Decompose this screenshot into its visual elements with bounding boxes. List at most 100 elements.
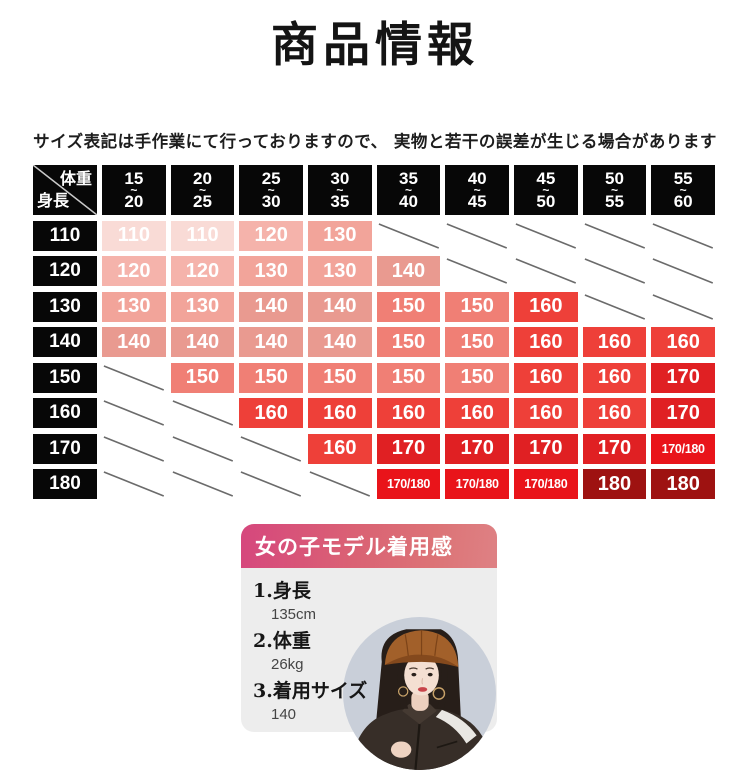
size-cell: 170	[514, 433, 578, 464]
size-cell-empty	[651, 256, 715, 286]
size-cell: 160	[582, 398, 647, 428]
size-cell: 150	[308, 362, 372, 393]
size-cell-empty	[582, 256, 647, 286]
size-cell: 160	[514, 291, 578, 322]
size-cell-empty	[582, 291, 647, 322]
diagonal-strike-icon	[239, 434, 303, 464]
size-cell: 140	[376, 256, 441, 286]
col-header-weight: 40 ~45	[445, 165, 509, 215]
size-table: 体重 身長 15 ~20 20 ~25 25 ~30 30 ~35 35 ~40 40 ~45 45 ~50 5…	[33, 165, 715, 499]
size-cell: 170/180	[651, 433, 715, 464]
size-cell: 170/180	[445, 469, 509, 499]
size-cell: 160	[582, 327, 647, 357]
size-cell: 130	[308, 256, 372, 286]
diagonal-strike-icon	[445, 221, 509, 251]
size-cell: 160	[308, 398, 372, 428]
row-header-height: 130	[33, 291, 97, 322]
size-cell: 120	[102, 256, 166, 286]
size-cell: 180	[651, 469, 715, 499]
size-cell: 130	[308, 220, 372, 251]
row-header-height: 160	[33, 398, 97, 428]
size-cell: 150	[445, 362, 509, 393]
model-card-body: 1.身長 135cm 2.体重 26kg 3.着用サイズ 140	[241, 568, 497, 770]
spec-weight-label: 2.体重	[253, 630, 311, 652]
size-cell: 160	[445, 398, 509, 428]
size-cell: 160	[308, 433, 372, 464]
size-cell: 140	[239, 291, 303, 322]
spec-height-value: 135cm	[271, 606, 317, 623]
size-cell: 160	[514, 398, 578, 428]
col-header-weight: 45 ~50	[514, 165, 578, 215]
col-header-weight: 15 ~20	[102, 165, 166, 215]
model-spec-list: 1.身長 135cm 2.体重 26kg 3.着用サイズ 140	[253, 576, 367, 723]
diagonal-strike-icon	[445, 256, 509, 286]
size-cell: 170	[445, 433, 509, 464]
diagonal-strike-icon	[171, 434, 235, 464]
size-cell-empty	[651, 220, 715, 251]
diagonal-strike-icon	[583, 256, 647, 286]
corner-height-label: 身長	[37, 191, 70, 210]
model-photo	[343, 617, 496, 770]
col-header-weight: 55 ~60	[651, 165, 715, 215]
page-title: 商品情報	[271, 18, 479, 73]
size-cell: 160	[651, 327, 715, 357]
size-cell-empty	[445, 256, 509, 286]
diagonal-strike-icon	[102, 469, 166, 499]
model-card-title: 女の子モデル着用感	[241, 524, 497, 568]
diagonal-strike-icon	[583, 221, 647, 251]
size-cell-empty	[102, 362, 166, 393]
size-cell: 170	[651, 398, 715, 428]
size-cell-empty	[170, 433, 235, 464]
size-cell-empty	[170, 469, 235, 499]
girl-model-illustration	[343, 617, 496, 770]
size-cell: 160	[582, 362, 647, 393]
row-header-height: 150	[33, 362, 97, 393]
spec-height-label: 1.身長	[253, 580, 311, 602]
row-header-height: 180	[33, 469, 97, 499]
diagonal-strike-icon	[102, 398, 166, 428]
size-disclaimer-note: サイズ表記は手作業にて行っておりますので、 実物と若干の誤差が生じる場合がありま…	[33, 132, 717, 151]
size-cell: 130	[170, 291, 235, 322]
diagonal-strike-icon	[102, 434, 166, 464]
size-cell: 140	[308, 291, 372, 322]
size-cell-empty	[102, 469, 166, 499]
diagonal-strike-icon	[651, 292, 715, 322]
size-cell-empty	[445, 220, 509, 251]
size-cell-empty	[651, 291, 715, 322]
size-cell: 120	[170, 256, 235, 286]
col-header-weight: 35 ~40	[376, 165, 441, 215]
row-header-height: 140	[33, 327, 97, 357]
size-cell: 150	[170, 362, 235, 393]
corner-weight-label: 体重	[59, 169, 92, 188]
diagonal-strike-icon	[377, 221, 441, 251]
size-cell-empty	[170, 398, 235, 428]
size-cell: 150	[376, 291, 441, 322]
size-cell-empty	[514, 220, 578, 251]
size-cell-empty	[239, 433, 303, 464]
diagonal-strike-icon	[171, 398, 235, 428]
spec-size-value: 140	[271, 706, 297, 723]
size-cell: 170/180	[514, 469, 578, 499]
size-cell: 140	[102, 327, 166, 357]
size-cell-empty	[582, 220, 647, 251]
size-cell-empty	[514, 256, 578, 286]
size-cell: 150	[376, 362, 441, 393]
table-corner-cell: 体重身長	[33, 165, 97, 215]
col-header-weight: 25 ~30	[239, 165, 303, 215]
row-header-height: 120	[33, 256, 97, 286]
size-cell: 110	[170, 220, 235, 251]
size-cell-empty	[102, 398, 166, 428]
size-cell: 160	[376, 398, 441, 428]
size-cell: 140	[308, 327, 372, 357]
size-cell: 150	[445, 327, 509, 357]
size-cell: 130	[102, 291, 166, 322]
size-cell: 180	[582, 469, 647, 499]
diagonal-strike-icon	[651, 221, 715, 251]
col-header-weight: 30 ~35	[308, 165, 372, 215]
size-cell-empty	[376, 220, 441, 251]
size-cell: 120	[239, 220, 303, 251]
diagonal-strike-icon	[171, 469, 235, 499]
size-cell: 170	[651, 362, 715, 393]
col-header-weight: 50 ~55	[582, 165, 647, 215]
row-header-height: 110	[33, 220, 97, 251]
